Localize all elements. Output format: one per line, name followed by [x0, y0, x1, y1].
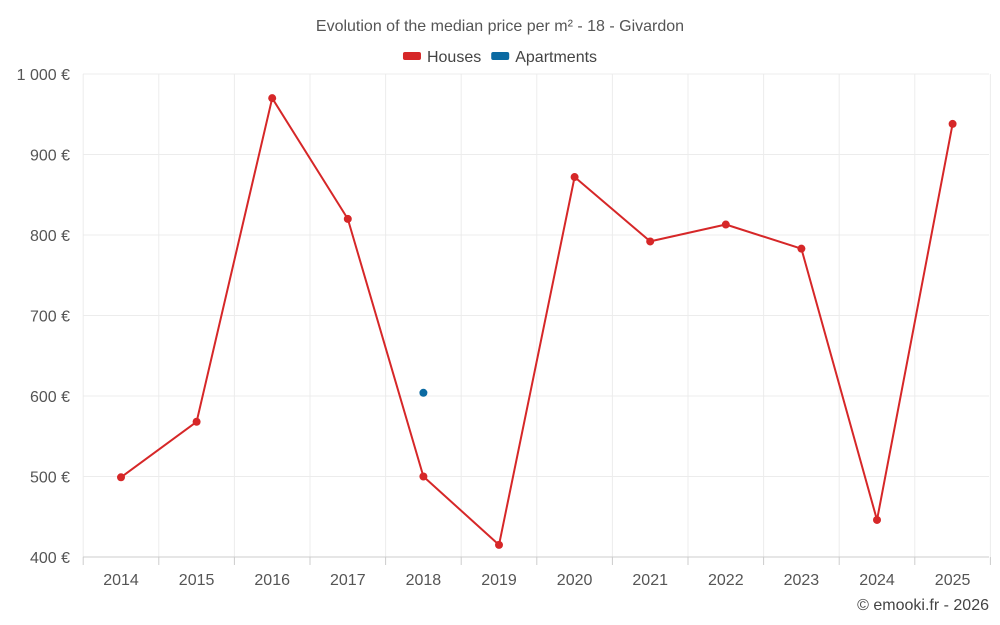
houses-point-2021[interactable]: [646, 237, 655, 246]
houses-series-line: [120, 97, 954, 546]
houses-point-2017[interactable]: [343, 214, 352, 223]
x-tick-label: 2014: [103, 572, 139, 589]
x-tick-label: 2025: [935, 572, 971, 589]
y-tick-label: 400 €: [30, 550, 70, 567]
x-tick-label: 2022: [708, 572, 744, 589]
y-tick-label: 600 €: [30, 389, 70, 406]
y-tick-label: 700 €: [30, 309, 70, 326]
x-tick-label: 2018: [406, 572, 442, 589]
houses-point-2022[interactable]: [721, 220, 730, 229]
copyright-text: © emooki.fr - 2026: [857, 597, 989, 614]
y-tick-label: 900 €: [30, 148, 70, 165]
y-tick-label: 800 €: [30, 228, 70, 245]
x-tick-label: 2017: [330, 572, 366, 589]
y-tick-label: 1 000 €: [17, 67, 70, 84]
x-tick-label: 2016: [254, 572, 290, 589]
houses-point-2014[interactable]: [117, 473, 125, 482]
legend-label-apartments: Apartments: [515, 49, 597, 66]
houses-point-2018[interactable]: [419, 472, 428, 481]
legend-swatch-apartments: [491, 52, 510, 60]
x-tick-label: 2020: [557, 572, 593, 589]
legend-item-houses[interactable]: Houses: [402, 49, 481, 66]
x-tick-label: 2015: [179, 572, 215, 589]
x-tick-label: 2024: [859, 572, 895, 589]
x-tick-label: 2019: [481, 572, 517, 589]
apartments-point-2018[interactable]: [419, 388, 428, 397]
axes: 400 € 500 € 600 € 700 € 800 € 900 € 1 000 € 201…: [17, 67, 991, 589]
legend-label-houses: Houses: [427, 49, 481, 66]
chart-title: Evolution of the median price per m² - 1…: [316, 18, 684, 35]
legend-swatch-houses: [402, 52, 421, 60]
grid: [82, 73, 991, 557]
y-tick-label: 500 €: [30, 470, 70, 487]
legend: Houses Apartments: [402, 49, 597, 66]
x-tick-label: 2021: [632, 572, 668, 589]
houses-point-2019[interactable]: [495, 540, 503, 549]
x-tick-label: 2023: [784, 572, 820, 589]
houses-point-2025[interactable]: [948, 119, 957, 128]
legend-item-apartments[interactable]: Apartments: [491, 49, 597, 66]
series-layer: [117, 94, 957, 549]
houses-point-2023[interactable]: [797, 244, 806, 253]
houses-point-2016[interactable]: [268, 94, 277, 103]
houses-point-2020[interactable]: [570, 173, 579, 182]
houses-point-2024[interactable]: [873, 515, 881, 524]
houses-point-2015[interactable]: [192, 417, 201, 426]
